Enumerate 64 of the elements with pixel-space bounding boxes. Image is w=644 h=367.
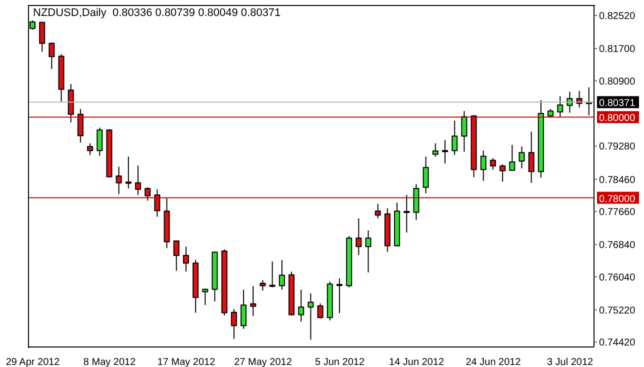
x-tick-label: 29 Apr 2012 [6,357,60,367]
y-tick-label: 0.82520 [599,11,636,22]
candlestick [269,261,276,288]
candlestick [39,21,46,52]
candlestick [30,20,36,30]
candlestick [182,246,189,272]
y-tick-label: 0.76040 [599,272,636,284]
candlestick [154,188,160,218]
candlestick [144,186,151,202]
candlestick [260,280,266,292]
x-tick-label: 8 May 2012 [83,357,136,367]
x-tick-label: 27 May 2012 [234,357,292,367]
candlestick [461,110,468,152]
candlestick [317,302,324,319]
candlestick [116,166,122,195]
x-tick-label: 3 Jul 2012 [546,357,594,367]
ref-line-label: 0.78000 [599,194,636,205]
candlestick [278,259,285,290]
candlestick [528,131,534,184]
x-tick-label: 5 Jun 2012 [315,357,365,367]
candlestick [374,203,381,219]
y-tick-label: 0.76840 [599,240,636,252]
candlestick [48,42,55,70]
candlestick [173,240,180,272]
candlestick [452,120,458,156]
candlestick [202,288,208,306]
y-tick-label: 0.77660 [599,207,636,218]
candlestick [135,165,142,196]
y-tick-label: 0.81700 [599,44,636,56]
candlestick [557,96,564,118]
candlestick [250,286,256,316]
candlestick [442,140,448,164]
candlestick [336,278,342,314]
x-tick-label: 17 May 2012 [157,357,216,367]
candlestick [77,108,84,144]
candlestick [480,150,486,182]
candlestick [356,218,362,256]
y-tick-label: 0.78460 [599,174,636,186]
candlestick [404,194,410,233]
candlestick [518,146,525,169]
candlestick [96,127,103,156]
ref-line-label: 0.80000 [599,113,636,124]
x-tick-label: 14 Jun 2012 [388,357,444,367]
y-tick-label: 0.79280 [599,142,636,153]
candlestick [87,142,94,156]
candlestick [500,164,506,182]
candlestick [490,158,496,170]
chart-title: NZDUSD,Daily 0.80336 0.80739 0.80049 0.80371 [33,7,281,19]
candlestick [308,292,314,340]
candlestick [298,289,304,322]
y-tick-label: 0.75220 [599,305,636,316]
candlestick [432,142,438,158]
candlestick [422,156,429,194]
candlestick [240,289,247,330]
candlestick [509,144,516,171]
candlestick [125,156,132,189]
candlestick [365,230,372,273]
candlestick [230,308,237,340]
y-tick-label: 0.80900 [599,76,636,88]
candlestick [566,91,573,114]
candlestick [413,184,420,220]
x-tick-label: 24 Jun 2012 [466,357,522,367]
y-tick-label: 0.74420 [599,338,636,349]
ref-line-label: 0.80371 [599,98,636,110]
